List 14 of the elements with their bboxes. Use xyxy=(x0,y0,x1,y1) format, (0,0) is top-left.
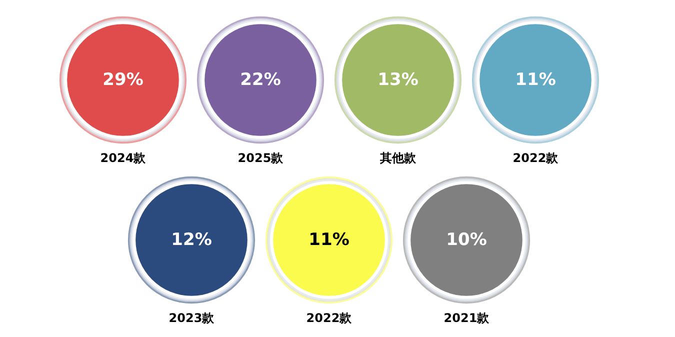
category-label: 2023款 xyxy=(168,311,216,325)
data-label: 22% xyxy=(240,70,281,90)
category-label: 其他款 xyxy=(379,151,417,165)
category-label: 2024款 xyxy=(100,151,147,165)
category-label: 2022款 xyxy=(306,311,353,325)
data-label: 13% xyxy=(378,70,418,90)
category-label: 2022款 xyxy=(512,151,560,165)
category-label: 2025款 xyxy=(238,151,284,165)
data-label: 29% xyxy=(102,70,144,90)
data-label: 12% xyxy=(171,230,212,250)
data-label: 10% xyxy=(446,230,487,250)
data-label: 11% xyxy=(515,70,556,90)
category-label: 2021款 xyxy=(444,311,490,325)
data-label: 11% xyxy=(308,230,350,250)
